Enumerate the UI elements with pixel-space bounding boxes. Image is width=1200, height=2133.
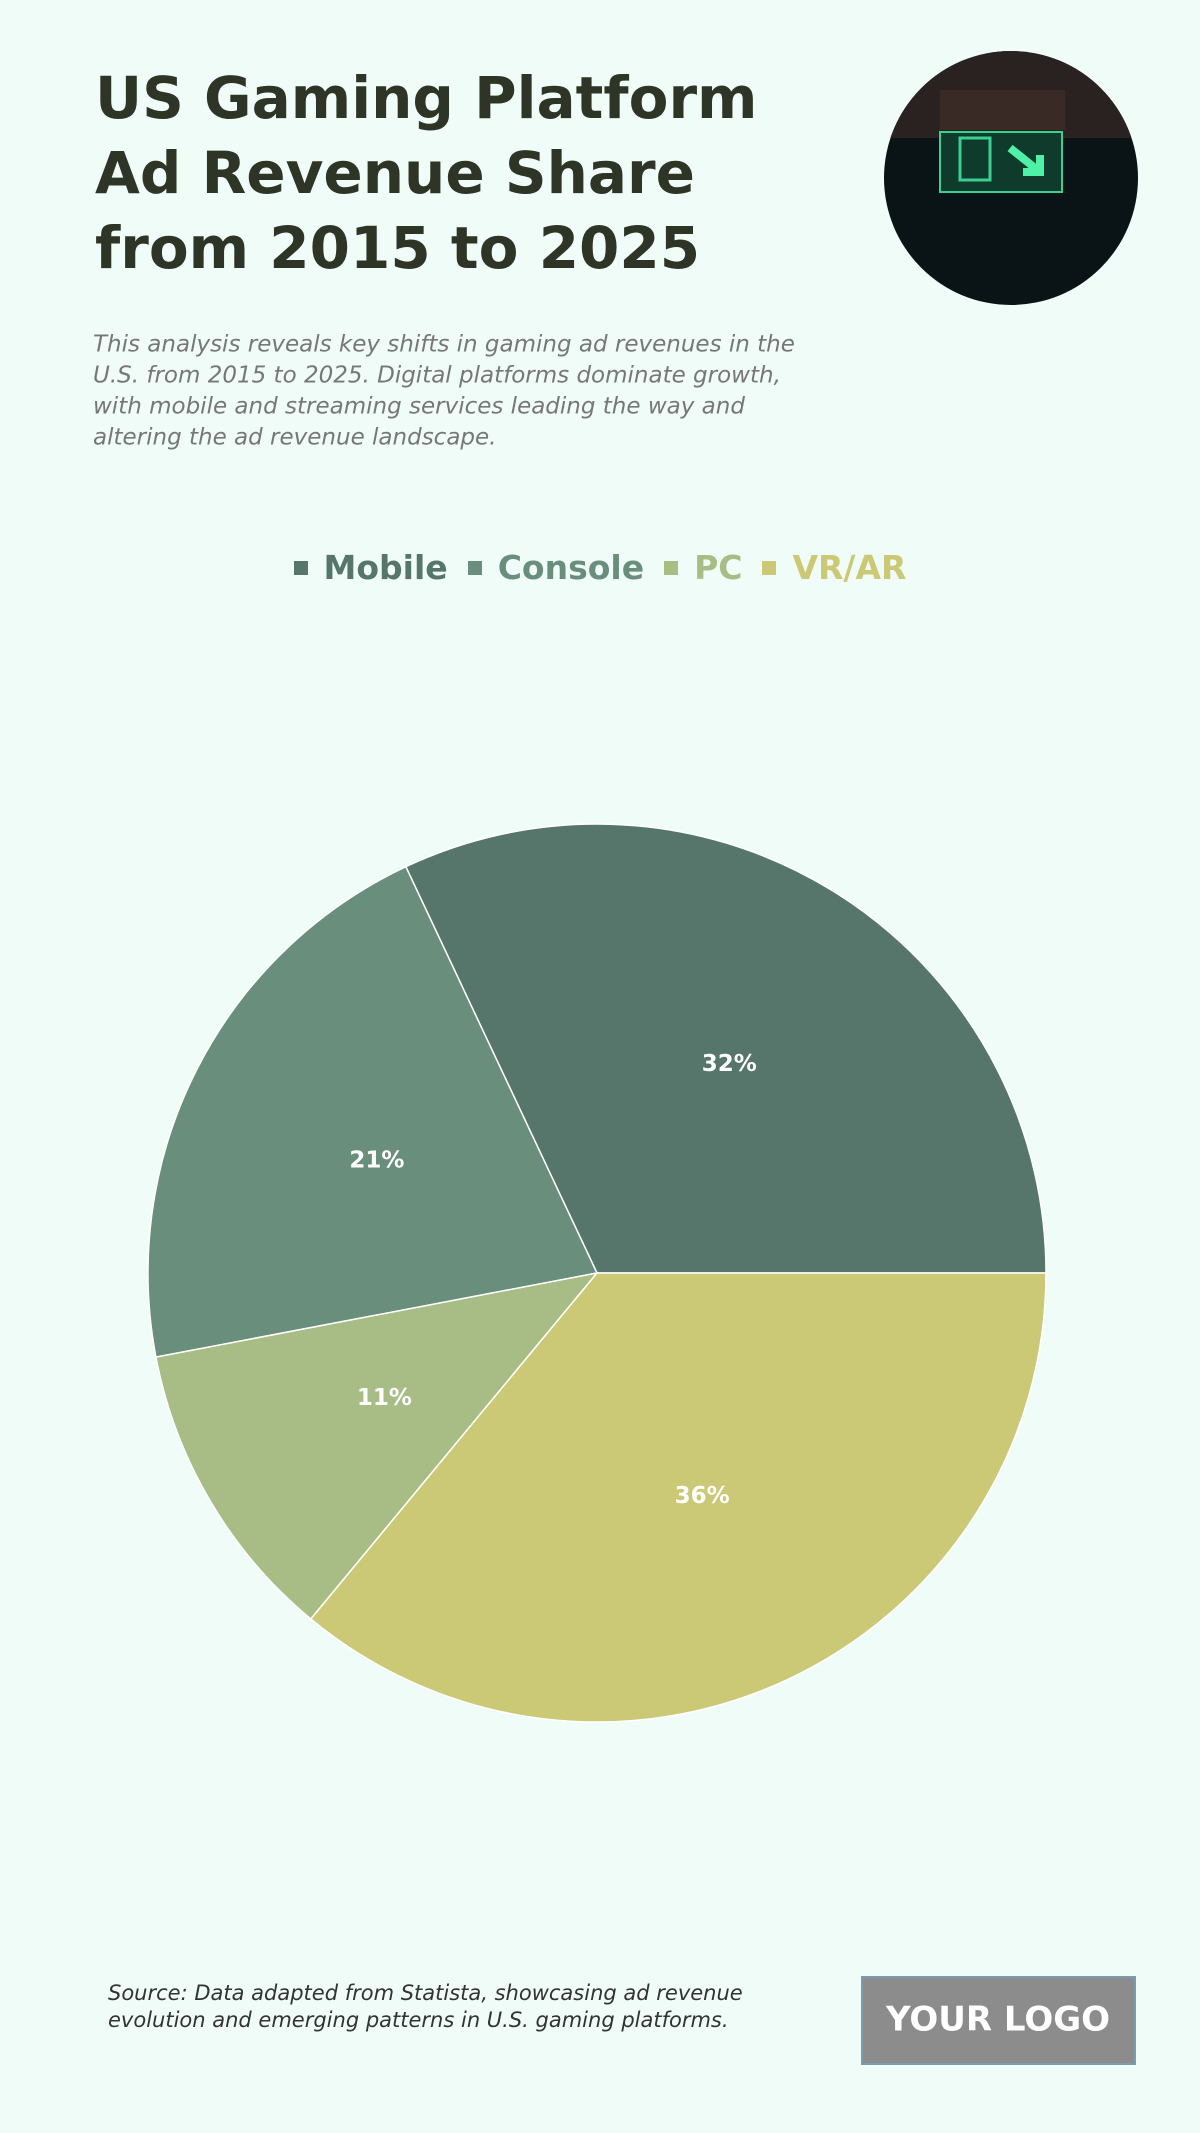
- data-label: 11%: [357, 1385, 412, 1411]
- data-label: 32%: [702, 1051, 757, 1077]
- chart-title: from 2015 to 2025: [95, 214, 700, 282]
- legend-item: Console: [467, 548, 645, 587]
- data-label: 36%: [675, 1483, 730, 1509]
- legend-label: VR/AR: [792, 548, 907, 587]
- legend-item: PC: [664, 548, 742, 587]
- source-note: evolution and emerging patterns in U.S. …: [108, 2008, 729, 2032]
- header-image: [884, 51, 1138, 305]
- chart-title: US Gaming Platform: [95, 64, 758, 132]
- legend-swatch: [467, 560, 482, 575]
- legend-label: Mobile: [323, 548, 448, 587]
- legend: Mobile Console PC VR/AR: [0, 548, 1200, 587]
- chart-title: Ad Revenue Share: [95, 139, 695, 207]
- legend-swatch: [762, 560, 777, 575]
- legend-label: PC: [694, 548, 743, 587]
- logo-box: [861, 1976, 1136, 2065]
- legend-swatch: [664, 560, 679, 575]
- chart-subtitle: altering the ad revenue landscape.: [93, 425, 496, 451]
- chart-subtitle: This analysis reveals key shifts in gami…: [93, 332, 795, 358]
- pie-slice: [155, 1271, 599, 1621]
- legend-item: VR/AR: [762, 548, 906, 587]
- legend-item: Mobile: [293, 548, 448, 587]
- pie-slice: [309, 1272, 1047, 1723]
- logo-text: YOUR LOGO: [885, 2000, 1110, 2040]
- pie-slice: [147, 865, 599, 1359]
- legend-swatch: [293, 560, 308, 575]
- legend-label: Console: [497, 548, 645, 587]
- data-label: 21%: [349, 1147, 404, 1173]
- source-note: Source: Data adapted from Statista, show…: [108, 1981, 743, 2005]
- chart-subtitle: with mobile and streaming services leadi…: [93, 394, 745, 420]
- pie-slice: [404, 823, 1047, 1274]
- chart-subtitle: U.S. from 2015 to 2025. Digital platform…: [93, 363, 781, 389]
